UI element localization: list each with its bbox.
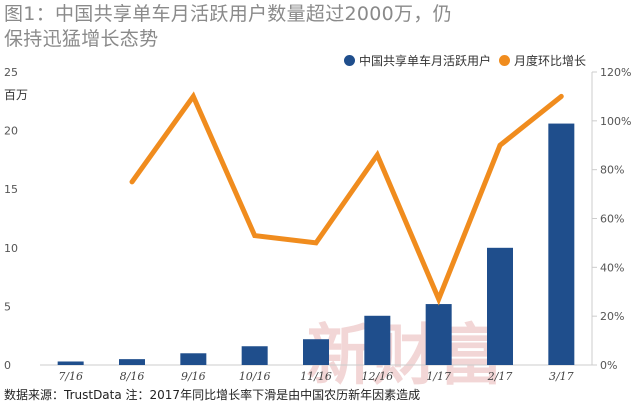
x-axis-tick-label: 1/17 <box>426 370 451 383</box>
x-axis-tick-label: 10/16 <box>239 370 271 383</box>
left-axis-tick-label: 25 <box>4 66 18 79</box>
source-note: 数据来源：TrustData 注：2017年同比增长率下滑是由中国农历新年因素造… <box>4 388 421 402</box>
x-axis-tick-label: 8/16 <box>120 370 145 383</box>
x-axis-tick-label: 9/16 <box>181 370 206 383</box>
left-axis-tick-label: 5 <box>4 300 11 313</box>
right-axis-tick-label: 20% <box>600 310 624 323</box>
watermark-text: 新财富 <box>306 316 504 394</box>
x-axis-tick-label: 2/17 <box>487 370 513 383</box>
legend: 中国共享单车月活跃用户 月度环比增长 <box>344 52 594 69</box>
growth-line <box>129 91 564 306</box>
bar-2-17 <box>487 247 513 365</box>
x-axis-tick-label: 11/16 <box>300 370 332 383</box>
bar-3-17 <box>548 123 575 366</box>
x-axis-tick-label: 3/17 <box>549 370 574 383</box>
left-axis-tick-label: 15 <box>4 183 18 196</box>
right-axis-tick-label: 40% <box>600 261 624 274</box>
x-axis-tick-label: 7/16 <box>58 370 83 383</box>
bar-7-16 <box>57 361 84 365</box>
right-axis-tick-label: 120% <box>600 66 631 79</box>
legend-label-bars: 中国共享单车月活跃用户 <box>359 54 492 68</box>
left-axis-tick-label: 20 <box>4 125 18 138</box>
right-axis-tick-label: 80% <box>600 164 624 177</box>
right-axis-tick-label: 60% <box>600 213 624 226</box>
legend-label-line: 月度环比增长 <box>514 54 587 68</box>
chart-title: 图1：中国共享单车月活跃用户数量超过2000万，仍保持迅猛增长态势 <box>4 3 452 50</box>
left-axis-tick-label: 0 <box>4 359 11 372</box>
left-axis-unit: 百万 <box>4 88 29 102</box>
legend-swatch-bars <box>344 55 355 66</box>
bar-11-16 <box>303 339 329 365</box>
bar-12-16 <box>364 315 391 365</box>
bar-8-16 <box>119 359 145 365</box>
left-axis-tick-label: 10 <box>4 242 18 255</box>
legend-item-bars: 中国共享单车月活跃用户 <box>344 52 491 69</box>
bar-1-17 <box>425 304 452 365</box>
right-axis-tick-label: 0% <box>600 359 617 372</box>
x-axis-tick-label: 12/16 <box>361 370 393 383</box>
legend-item-line: 月度环比增长 <box>499 52 586 69</box>
legend-swatch-line <box>499 55 511 66</box>
bar-9-16 <box>180 353 207 365</box>
right-axis-tick-label: 100% <box>600 115 631 128</box>
bar-10-16 <box>241 346 268 365</box>
